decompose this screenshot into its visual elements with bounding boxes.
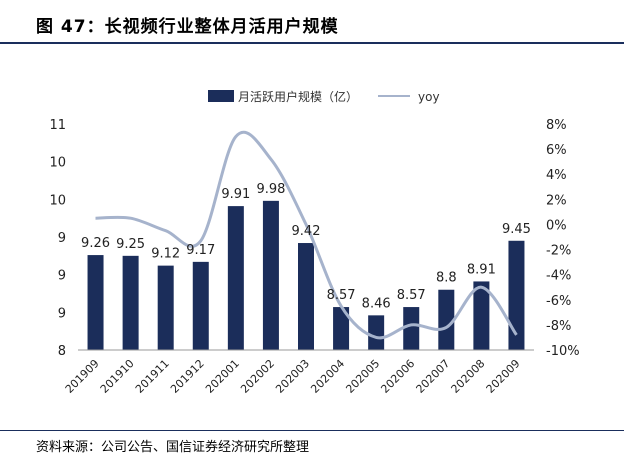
x-tick-label: 202007 <box>414 357 453 396</box>
bar-202003 <box>298 243 314 350</box>
figure-title: 图 47：长视频行业整体月活用户规模 <box>36 17 339 37</box>
bar-value-label: 8.46 <box>362 296 391 311</box>
bar-201911 <box>157 265 174 350</box>
figure-source: 资料来源：公司公告、国信证券经济研究所整理 <box>36 440 310 455</box>
bar-202007 <box>438 289 455 350</box>
bar-value-label: 9.26 <box>81 236 110 251</box>
right-axis: 8% 6% 4% 2% 0% -2% -4% -6% -8% -10% <box>546 118 580 359</box>
x-tick-label: 201910 <box>98 357 137 396</box>
bar-value-label: 8.91 <box>467 262 496 277</box>
left-axis: 8 9 9 9 10 10 11 <box>49 118 66 359</box>
right-axis-tick-label: -4% <box>546 269 571 284</box>
bar-value-label: 8.8 <box>436 271 457 286</box>
x-axis: 2019092019102019112019122020012020022020… <box>63 349 534 396</box>
right-axis-tick-label: 6% <box>546 143 567 158</box>
left-axis-tick-label: 9 <box>58 306 66 321</box>
x-tick-label: 202003 <box>273 357 312 396</box>
bar-value-label: 9.98 <box>256 182 285 197</box>
chart: 8 9 9 9 10 10 11 8% 6% 4% 2% 0% -2% -4% -6% -8% -10% 9.… <box>49 89 580 396</box>
source-divider <box>0 430 624 431</box>
left-axis-tick-label: 9 <box>58 231 66 246</box>
x-tick-label: 202009 <box>484 357 523 396</box>
x-tick-label: 202002 <box>238 357 277 396</box>
data-labels: 9.26 9.25 9.12 9.17 9.91 9.98 9.42 8.57 8.46 8.57… <box>81 182 531 312</box>
bar-202009 <box>508 240 525 350</box>
right-axis-tick-label: 8% <box>546 118 567 133</box>
right-axis-tick-label: 4% <box>546 168 567 183</box>
bar-value-label: 9.45 <box>502 222 531 237</box>
bar-value-label: 9.25 <box>116 237 145 252</box>
right-axis-tick-label: 2% <box>546 193 567 208</box>
x-tick-label: 201911 <box>133 357 172 396</box>
left-axis-tick-label: 9 <box>58 269 66 284</box>
bar-202001 <box>227 206 244 350</box>
right-axis-tick-label: -2% <box>546 244 571 259</box>
legend-bar-label: 月活跃用户规模（亿） <box>238 89 358 104</box>
bar-202005 <box>368 315 385 350</box>
bar-201912 <box>192 261 209 350</box>
bar-value-label: 8.57 <box>327 288 356 303</box>
bar-202004 <box>333 307 350 350</box>
bar-value-label: 9.91 <box>221 187 250 202</box>
x-tick-label: 202006 <box>378 357 417 396</box>
left-axis-tick-label: 11 <box>49 118 66 133</box>
left-axis-tick-label: 10 <box>49 193 66 208</box>
bar-201909 <box>87 255 104 350</box>
figure-title-bar: 图 47：长视频行业整体月活用户规模 <box>0 0 624 44</box>
legend: 月活跃用户规模（亿） yoy <box>208 89 440 104</box>
x-tick-label: 201912 <box>168 357 207 396</box>
right-axis-tick-label: -8% <box>546 319 571 334</box>
bar-201910 <box>122 255 139 350</box>
x-tick-label: 202008 <box>449 357 488 396</box>
right-axis-tick-label: -10% <box>546 344 580 359</box>
legend-bar-swatch <box>208 90 234 102</box>
bar-202008 <box>473 281 490 350</box>
x-tick-label: 202001 <box>203 357 242 396</box>
x-tick-label: 202005 <box>343 357 382 396</box>
yoy-series <box>95 130 518 340</box>
yoy-line <box>95 130 518 340</box>
right-axis-tick-label: -6% <box>546 294 571 309</box>
bar-value-label: 9.12 <box>151 247 180 262</box>
legend-line-label: yoy <box>418 90 440 104</box>
bar-value-label: 9.17 <box>186 243 215 258</box>
left-axis-tick-label: 10 <box>49 156 66 171</box>
x-tick-label: 202004 <box>308 357 347 396</box>
bar-202006 <box>403 307 420 350</box>
bar-202002 <box>262 200 279 350</box>
bar-series <box>87 200 525 350</box>
left-axis-tick-label: 8 <box>58 344 66 359</box>
right-axis-tick-label: 0% <box>546 218 567 233</box>
bar-value-label: 8.57 <box>397 288 426 303</box>
bar-value-label: 9.42 <box>292 224 321 239</box>
x-tick-label: 201909 <box>63 357 102 396</box>
